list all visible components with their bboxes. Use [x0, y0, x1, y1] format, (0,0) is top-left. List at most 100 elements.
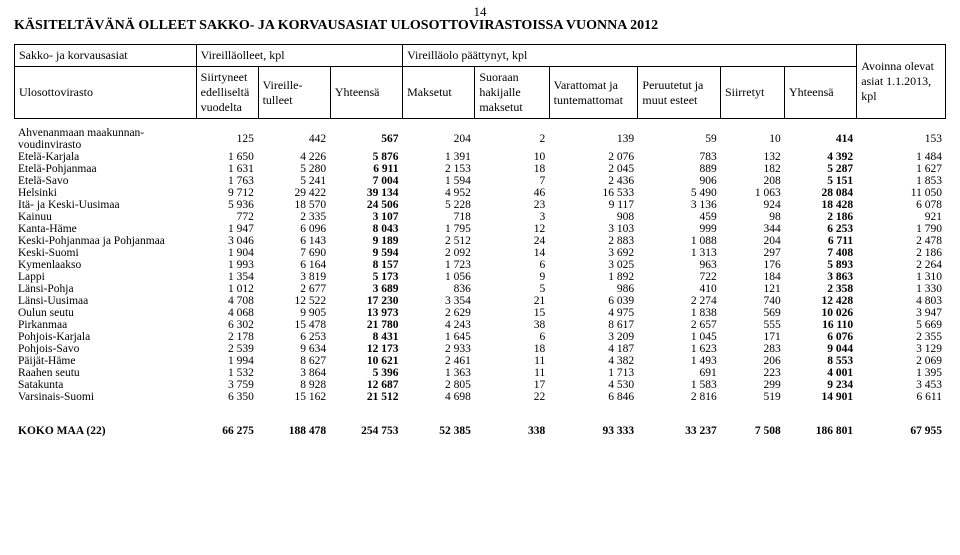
cell: 6 096 [258, 223, 330, 235]
cell: 1 631 [196, 163, 258, 175]
cell: 8 627 [258, 355, 330, 367]
cell: 8 928 [258, 379, 330, 391]
cell: 3 692 [549, 247, 638, 259]
table-row: Pirkanmaa6 30215 47821 7804 243388 6172 … [14, 319, 946, 331]
cell: 13 973 [330, 307, 402, 319]
cell: 1 484 [857, 151, 946, 163]
cell: 2 069 [857, 355, 946, 367]
cell: 7 690 [258, 247, 330, 259]
cell: 2 677 [258, 283, 330, 295]
cell: 18 [475, 163, 549, 175]
cell: 3 129 [857, 343, 946, 355]
total-cell: 52 385 [402, 411, 474, 437]
cell: 4 952 [402, 187, 474, 199]
cell: 10 621 [330, 355, 402, 367]
cell: 3 864 [258, 367, 330, 379]
cell: 4 243 [402, 319, 474, 331]
cell: 9 189 [330, 235, 402, 247]
cell: 2 274 [638, 295, 721, 307]
cell: 1 063 [721, 187, 785, 199]
cell: 2 [475, 127, 549, 151]
table-row: Satakunta3 7598 92812 6872 805174 5301 5… [14, 379, 946, 391]
cell: 718 [402, 211, 474, 223]
hdr-c3: Yhteensä [330, 67, 402, 119]
cell: 21 780 [330, 319, 402, 331]
cell: 9 117 [549, 199, 638, 211]
cell: 17 [475, 379, 549, 391]
cell: 1 583 [638, 379, 721, 391]
cell: 184 [721, 271, 785, 283]
cell: 519 [721, 391, 785, 403]
cell: 1 790 [857, 223, 946, 235]
cell: 2 076 [549, 151, 638, 163]
cell: 24 506 [330, 199, 402, 211]
cell: 2 335 [258, 211, 330, 223]
total-name: KOKO MAA (22) [14, 411, 196, 437]
cell: 21 512 [330, 391, 402, 403]
table-row: Pohjois-Karjala2 1786 2538 4311 64563 20… [14, 331, 946, 343]
cell: 3 [475, 211, 549, 223]
cell: 8 617 [549, 319, 638, 331]
cell: 208 [721, 175, 785, 187]
cell: 1 045 [638, 331, 721, 343]
total-cell: 186 801 [785, 411, 857, 437]
cell: 5 287 [785, 163, 857, 175]
hdr-c6: Varattomat ja tuntemattomat [549, 67, 638, 119]
table-row: Länsi-Pohja1 0122 6773 68983659864101212… [14, 283, 946, 295]
cell: 3 819 [258, 271, 330, 283]
cell: 1 650 [196, 151, 258, 163]
cell: 740 [721, 295, 785, 307]
cell: 1 363 [402, 367, 474, 379]
cell: 986 [549, 283, 638, 295]
cell: 16 533 [549, 187, 638, 199]
cell: 5 936 [196, 199, 258, 211]
cell: 906 [638, 175, 721, 187]
hdr-group-b: Vireilläolleet, kpl [196, 45, 402, 67]
cell: 1 795 [402, 223, 474, 235]
cell: 176 [721, 259, 785, 271]
cell: 6 711 [785, 235, 857, 247]
total-cell: 254 753 [330, 411, 402, 437]
cell: 2 264 [857, 259, 946, 271]
cell: 12 428 [785, 295, 857, 307]
cell: 23 [475, 199, 549, 211]
cell: 2 045 [549, 163, 638, 175]
cell: 153 [857, 127, 946, 151]
table-row: Kainuu7722 3353 1077183908459982 186921 [14, 211, 946, 223]
row-name: Länsi-Uusimaa [14, 295, 196, 307]
table-row: Ahvenanmaan maakunnan-voudinvirasto12544… [14, 127, 946, 151]
cell: 18 570 [258, 199, 330, 211]
row-name: Kymenlaakso [14, 259, 196, 271]
row-name: Keski-Pohjanmaa ja Pohjanmaa [14, 235, 196, 247]
cell: 1 723 [402, 259, 474, 271]
cell: 9 044 [785, 343, 857, 355]
hdr-c7: Peruutetut ja muut esteet [638, 67, 721, 119]
table-row: Lappi1 3543 8195 1731 05691 8927221843 8… [14, 271, 946, 283]
cell: 4 382 [549, 355, 638, 367]
row-name: Pirkanmaa [14, 319, 196, 331]
cell: 204 [402, 127, 474, 151]
page-number: 14 [0, 4, 960, 20]
cell: 5 151 [785, 175, 857, 187]
table-row: Oulun seutu4 0689 90513 9732 629154 9751… [14, 307, 946, 319]
header-table: Sakko- ja korvausasiat Vireilläolleet, k… [14, 44, 946, 119]
row-name: Satakunta [14, 379, 196, 391]
cell: 9 594 [330, 247, 402, 259]
cell: 4 975 [549, 307, 638, 319]
cell: 6 611 [857, 391, 946, 403]
cell: 283 [721, 343, 785, 355]
cell: 6 253 [258, 331, 330, 343]
cell: 5 173 [330, 271, 402, 283]
cell: 3 947 [857, 307, 946, 319]
cell: 3 453 [857, 379, 946, 391]
cell: 14 [475, 247, 549, 259]
cell: 17 230 [330, 295, 402, 307]
cell: 3 759 [196, 379, 258, 391]
cell: 2 186 [857, 247, 946, 259]
row-name: Oulun seutu [14, 307, 196, 319]
cell: 4 530 [549, 379, 638, 391]
cell: 1 493 [638, 355, 721, 367]
cell: 1 391 [402, 151, 474, 163]
row-name: Ahvenanmaan maakunnan-voudinvirasto [14, 127, 196, 151]
cell: 15 [475, 307, 549, 319]
